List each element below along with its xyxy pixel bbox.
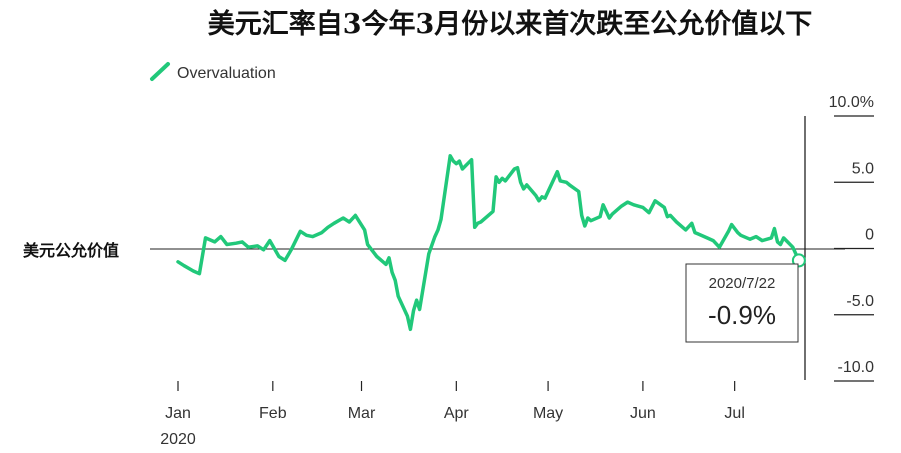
legend-label: Overvaluation [177,65,276,82]
x-tick-label: Jan [165,405,191,422]
x-tick-label: Mar [348,405,376,422]
y-axis: 10.0% 5.0 0 -5.0 -10.0 [829,94,875,382]
y-tick-label: -10.0 [838,359,875,376]
fair-value-label: 美元公允价值 [23,241,119,260]
chart-title: 美元汇率自3今年3月份以来首次跌至公允价值以下 [208,8,813,40]
y-tick-label: 10.0% [829,94,874,111]
x-tick-label: Feb [259,405,287,422]
x-tick-label: Jul [724,405,744,422]
annotation-box [685,263,799,343]
x-tick-label: May [533,405,563,422]
annotation-callout: 2020/7/22 -0.9% [685,263,799,343]
x-tick-label: Jun [630,405,656,422]
x-year-label: 2020 [160,431,196,448]
latest-point-marker [791,253,806,268]
x-tick-label: Apr [444,405,470,422]
x-axis: Jan Feb Mar Apr May Jun Jul 2020 [160,381,745,448]
series-line-overvaluation [176,154,801,332]
legend: Overvaluation [150,62,276,82]
legend-swatch [150,62,170,81]
annotation-value: -0.9% [708,300,776,330]
y-tick-label: -5.0 [846,293,874,310]
annotation-date: 2020/7/22 [709,275,776,292]
y-tick-label: 0 [865,227,874,244]
y-tick-label: 5.0 [852,160,874,177]
